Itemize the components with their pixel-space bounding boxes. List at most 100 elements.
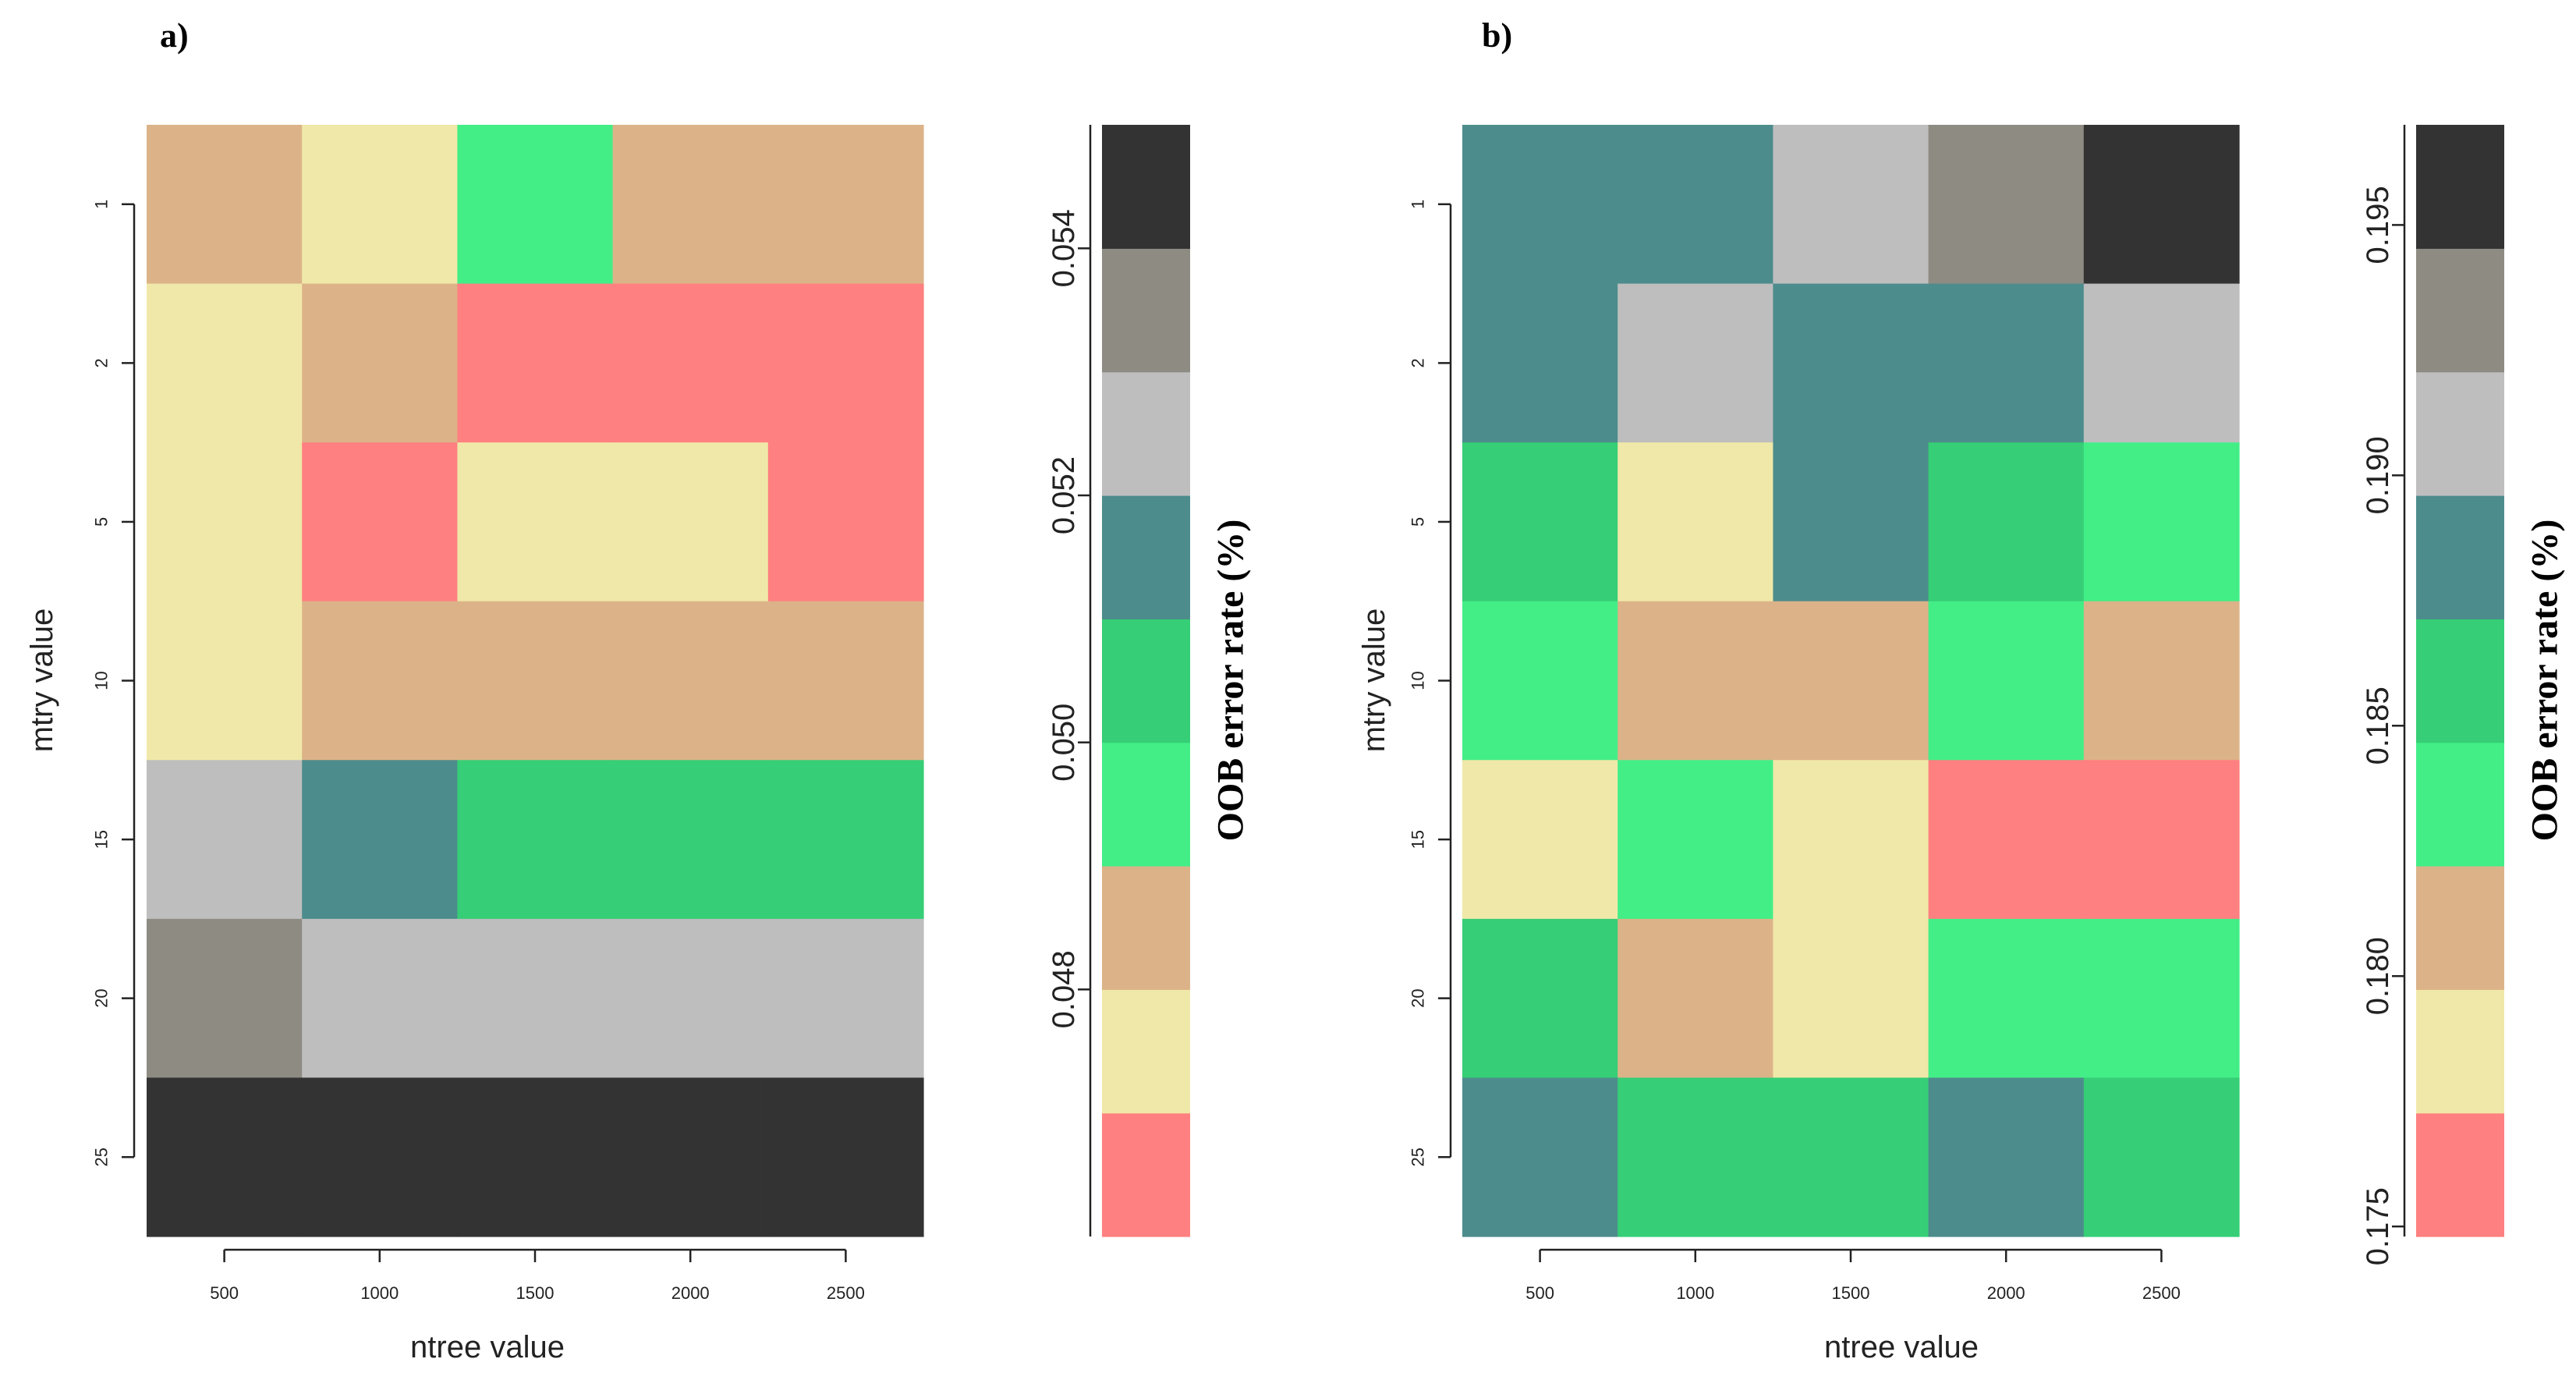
x-tick-label: 1500: [1832, 1283, 1870, 1303]
heatmap-cell: [457, 1077, 614, 1237]
panel-label: a): [160, 16, 189, 55]
x-axis-label: ntree value: [410, 1330, 565, 1364]
heatmap-cell: [767, 125, 924, 285]
y-axis-label: mtry value: [1357, 608, 1391, 753]
colorbar-segment: [2416, 371, 2504, 496]
y-tick-label: 1: [1408, 200, 1428, 209]
y-tick-label: 20: [92, 988, 112, 1007]
x-axis: 500 1000 1500 2000 2500 ntree value: [1525, 1248, 2181, 1364]
heatmap-cell: [2083, 1077, 2240, 1237]
y-tick-label: 2: [92, 358, 112, 367]
heatmap-cell: [147, 918, 303, 1079]
colorbar-segment: [1102, 619, 1190, 743]
colorbar-segment: [2416, 1112, 2504, 1237]
heatmap-cell: [2083, 125, 2240, 285]
x-tick-label: 2000: [1987, 1283, 2025, 1303]
y-tick-label: 15: [1408, 830, 1428, 849]
heatmap-cell: [612, 283, 769, 443]
x-axis-label: ntree value: [1824, 1330, 1979, 1364]
x-axis: 500 1000 1500 2000 2500 ntree value: [210, 1248, 865, 1364]
colorbar-segment: [1102, 742, 1190, 867]
y-tick-label: 15: [92, 830, 112, 849]
heatmap-cell: [2083, 918, 2240, 1079]
heatmap-cell: [1928, 283, 2085, 443]
colorbar-segment: [1102, 371, 1190, 496]
heatmap-cell: [612, 601, 769, 761]
heatmap-cell: [457, 760, 614, 920]
heatmap-cell: [1928, 442, 2085, 602]
heatmap-cell: [1618, 918, 1773, 1079]
heatmap-cell: [302, 125, 458, 285]
colorbar-segment: [1102, 495, 1190, 619]
heatmap-cell: [457, 918, 614, 1079]
heatmap-cell: [457, 125, 614, 285]
heatmap-cell: [147, 601, 303, 761]
heatmap-cell: [1618, 125, 1773, 285]
heatmap-cell: [1462, 442, 1618, 602]
y-tick-label: 20: [1408, 988, 1428, 1007]
heatmap-cell: [2083, 283, 2240, 443]
colorbar: 0.048 0.050 0.052 0.054 OOB error rate (%): [1047, 125, 1252, 1237]
y-tick-label: 5: [1408, 517, 1428, 527]
heatmap-cell: [1462, 760, 1618, 920]
colorbar-tick-label: 0.054: [1047, 209, 1081, 287]
colorbar-segment: [1102, 1112, 1190, 1237]
heatmap-cell: [302, 1077, 458, 1237]
heatmap-cell: [457, 283, 614, 443]
colorbar-segment: [2416, 866, 2504, 990]
x-tick-label: 1000: [360, 1283, 399, 1303]
heatmap-cell: [767, 1077, 924, 1237]
x-tick-label: 2500: [827, 1283, 865, 1303]
heatmap-cell: [767, 283, 924, 443]
colorbar-tick-label: 0.185: [2361, 686, 2395, 765]
y-tick-label: 10: [92, 671, 112, 690]
heatmap-cell: [1773, 601, 1929, 761]
heatmap-cell: [1462, 1077, 1618, 1237]
heatmap-cell: [767, 760, 924, 920]
x-tick-label: 2500: [2142, 1283, 2181, 1303]
heatmap-cell: [147, 283, 303, 443]
colorbar-tick-label: 0.052: [1047, 456, 1081, 534]
y-tick-label: 1: [92, 200, 112, 209]
x-tick-label: 2000: [671, 1283, 710, 1303]
colorbar-segment: [1102, 125, 1190, 249]
heatmap-cell: [1462, 283, 1618, 443]
heatmap-cell: [767, 442, 924, 602]
heatmap-cell: [1773, 283, 1929, 443]
y-tick-label: 2: [1408, 358, 1428, 367]
colorbar-segment: [2416, 619, 2504, 743]
colorbar-tick-label: 0.050: [1047, 704, 1081, 782]
colorbar-segment: [1102, 248, 1190, 373]
heatmap-cell: [457, 442, 614, 602]
heatmap-cell: [147, 1077, 303, 1237]
y-tick-label: 10: [1408, 671, 1428, 690]
heatmap-cell: [147, 760, 303, 920]
colorbar: 0.175 0.180 0.185 0.190 0.195 OOB error rate …: [2361, 125, 2566, 1265]
heatmap-cell: [147, 442, 303, 602]
x-tick-label: 1500: [516, 1283, 555, 1303]
heatmap-cell: [1773, 760, 1929, 920]
heatmap-cell: [302, 442, 458, 602]
heatmap-cell: [1928, 1077, 2085, 1237]
heatmap-cell: [1618, 442, 1773, 602]
x-tick-label: 500: [210, 1283, 239, 1303]
colorbar-title: OOB error rate (%): [2525, 520, 2566, 842]
y-tick-label: 25: [1408, 1148, 1428, 1166]
heatmap-cell: [767, 601, 924, 761]
x-tick-label: 500: [1525, 1283, 1554, 1303]
heatmap-cell: [2083, 601, 2240, 761]
heatmap-cell: [2083, 760, 2240, 920]
colorbar-segment: [2416, 989, 2504, 1114]
heatmap-cell: [1618, 283, 1773, 443]
heatmap-cell: [1773, 125, 1929, 285]
colorbar-segment: [1102, 989, 1190, 1114]
heatmap-cell: [1462, 125, 1618, 285]
colorbar-tick-label: 0.175: [2361, 1187, 2395, 1265]
heatmap-cell: [1928, 918, 2085, 1079]
heatmap-cell: [302, 283, 458, 443]
